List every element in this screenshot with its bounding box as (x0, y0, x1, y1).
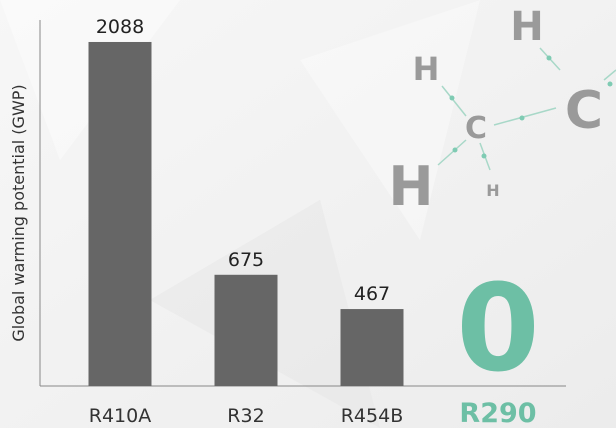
x-tick-label: R32 (227, 405, 264, 427)
x-tick-label: R290 (459, 398, 536, 428)
x-tick-label: R454B (341, 405, 404, 427)
bar (340, 309, 404, 386)
value-label: 467 (354, 283, 390, 305)
value-label: 675 (228, 249, 264, 271)
atom-label: H (388, 155, 433, 218)
value-label: 2088 (96, 16, 144, 38)
atom-label: H (486, 181, 499, 200)
y-axis-label: Global warming potential (GWP) (9, 84, 28, 341)
atom-label: H (510, 4, 543, 50)
atom-label: C (565, 81, 603, 141)
value-label: 0 (456, 260, 540, 399)
atom-label: C (465, 111, 487, 146)
bg-facet (300, 0, 480, 240)
molecule-dots (449, 55, 613, 159)
bar (214, 274, 278, 386)
bar (88, 41, 152, 386)
x-tick-label: R410A (89, 405, 151, 427)
atom-label: H (413, 50, 440, 88)
